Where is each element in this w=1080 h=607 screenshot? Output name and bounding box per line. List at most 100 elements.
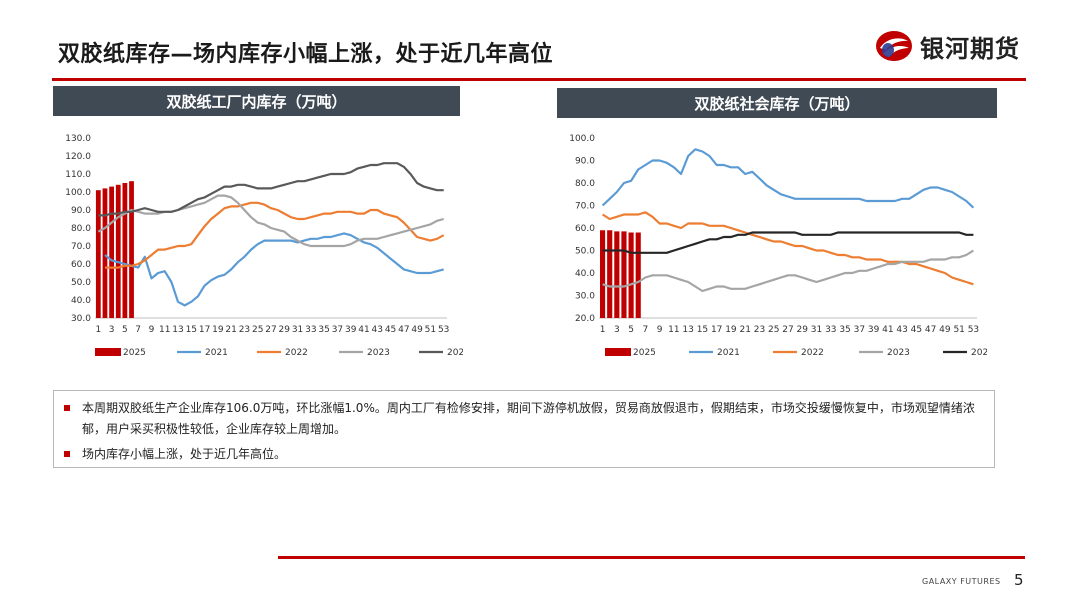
legend-label: 2021 [205,348,228,358]
y-tick-label: 20.0 [575,314,595,324]
x-tick-label: 43 [372,325,383,335]
x-tick-label: 37 [854,325,865,335]
bar-2025 [122,183,128,318]
note-text-1: 本周期双胶纸生产企业库存106.0万吨，环比涨幅1.0%。周内工厂有检修安排，期… [82,401,975,436]
x-tick-label: 9 [149,325,155,335]
y-tick-label: 100.0 [569,134,595,144]
legend-item-2022: 2022 [257,348,308,358]
x-tick-label: 5 [122,325,128,335]
y-tick-label: 80.0 [71,224,91,234]
bullet-icon [64,451,72,459]
x-tick-label: 43 [896,325,907,335]
bar-2025 [109,186,114,318]
line-series-2021 [601,148,975,209]
x-tick-label: 3 [614,325,620,335]
brand-name: 银河期货 [920,34,1020,63]
legend-label: 2025 [633,348,656,358]
legend-label: 2023 [367,348,390,358]
footer-divider [278,556,1025,559]
x-tick-label: 35 [318,325,329,335]
x-tick-label: 39 [345,325,357,335]
bar-2025 [95,190,101,318]
y-tick-label: 40.0 [71,296,91,306]
x-tick-label: 21 [225,325,236,335]
x-tick-label: 17 [711,325,722,335]
x-tick-label: 21 [739,325,750,335]
x-tick-label: 51 [425,325,436,335]
legend-label: 2023 [887,348,910,358]
legend-label: 2024 [971,348,987,358]
x-tick-label: 27 [265,325,276,335]
galaxy-logo-icon [876,31,912,61]
y-tick-label: 80.0 [575,179,595,189]
y-tick-label: 90.0 [575,157,595,167]
line-series-2021 [104,232,444,307]
bar-2025 [628,232,634,318]
y-tick-label: 70.0 [575,202,595,212]
bar-2025 [635,232,641,318]
x-tick-label: 31 [292,325,303,335]
x-tick-label: 41 [358,325,369,335]
page-number: 5 [1014,571,1024,589]
x-tick-label: 53 [968,325,979,335]
y-tick-label: 50.0 [71,278,91,288]
x-tick-label: 1 [600,325,606,335]
y-tick-label: 50.0 [575,247,595,257]
x-tick-label: 25 [252,325,263,335]
bar-2025 [115,184,121,318]
x-tick-label: 49 [939,325,951,335]
y-tick-label: 40.0 [575,269,595,279]
y-tick-label: 30.0 [575,292,595,302]
legend-item-2021: 2021 [177,348,228,358]
x-tick-label: 15 [697,325,708,335]
footer-brand: GALAXY FUTURES [922,577,1001,586]
x-tick-label: 19 [725,325,737,335]
y-tick-label: 120.0 [65,152,91,162]
x-tick-label: 19 [212,325,224,335]
x-tick-label: 7 [642,325,648,335]
legend-item-2021: 2021 [689,348,740,358]
legend-label: 2022 [285,348,308,358]
note-text-2: 场内库存小幅上涨，处于近几年高位。 [82,447,287,461]
x-tick-label: 37 [332,325,343,335]
legend-label: 2025 [123,348,146,358]
legend-item-2023: 2023 [859,348,910,358]
line-series-2024 [602,231,974,254]
x-tick-label: 41 [882,325,893,335]
y-tick-label: 30.0 [71,314,91,324]
x-tick-label: 13 [172,325,183,335]
bar-2025 [599,230,606,318]
x-tick-label: 53 [438,325,449,335]
x-tick-label: 23 [754,325,765,335]
line-series-2023 [602,249,974,293]
y-tick-label: 100.0 [65,188,91,198]
bar-2025 [102,188,108,318]
x-tick-label: 33 [305,325,316,335]
y-tick-label: 60.0 [71,260,91,270]
y-tick-label: 130.0 [65,134,91,144]
title-divider [52,78,1026,81]
page-title: 双胶纸库存—场内库存小幅上涨，处于近几年高位 [58,42,554,67]
line-series-2022 [602,211,974,286]
x-tick-label: 31 [811,325,822,335]
legend-swatch [605,348,631,356]
bar-2025 [614,231,620,318]
legend-item-2024: 2024 [419,348,463,358]
x-tick-label: 5 [628,325,634,335]
x-tick-label: 39 [868,325,880,335]
brand-logo: 银河期货 [874,28,1020,64]
factory-inventory-chart: 30.040.050.060.070.080.090.0100.0110.012… [65,134,463,358]
x-tick-label: 1 [95,325,101,335]
legend-item-2023: 2023 [339,348,390,358]
left-chart-title: 双胶纸工厂内库存（万吨） [53,86,460,116]
y-tick-label: 90.0 [71,206,91,216]
x-tick-label: 27 [782,325,793,335]
x-tick-label: 29 [797,325,809,335]
legend-item-2024: 2024 [943,348,987,358]
x-tick-label: 3 [109,325,115,335]
y-tick-label: 110.0 [65,170,91,180]
line-series-2024 [98,162,444,217]
x-tick-label: 13 [682,325,693,335]
legend-item-2022: 2022 [773,348,824,358]
